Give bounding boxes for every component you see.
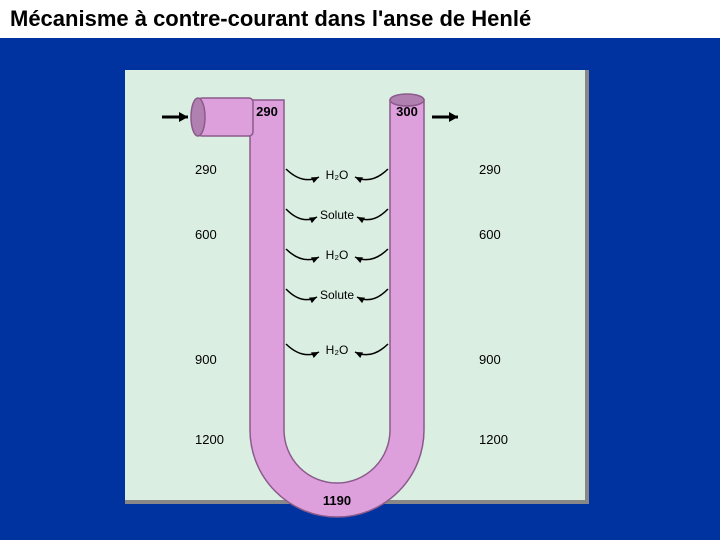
entry-arrowhead [179,112,188,122]
exchange-label: H₂O [326,168,349,182]
entry-value: 290 [256,104,278,119]
exchange-label: H₂O [326,248,349,262]
entry-cylinder [198,98,253,136]
left-value: 900 [195,352,217,367]
bottom-value: 1190 [323,493,351,508]
entry-cylinder-cap [191,98,205,136]
exit-value: 300 [396,104,418,119]
right-value: 600 [479,227,501,242]
left-value: 600 [195,227,217,242]
exchange-label: Solute [320,208,354,222]
exchange-label: H₂O [326,343,349,357]
left-value: 290 [195,162,217,177]
exit-arrowhead [449,112,458,122]
left-value: 1200 [195,432,224,447]
right-value: 1200 [479,432,508,447]
right-value: 290 [479,162,501,177]
diagram-svg: H₂O Solute H₂O Solute H₂O 290 300 1190 290 290 600… [0,0,720,540]
exchange-label: Solute [320,288,354,302]
loop-of-henle-tube [250,100,424,517]
right-value: 900 [479,352,501,367]
